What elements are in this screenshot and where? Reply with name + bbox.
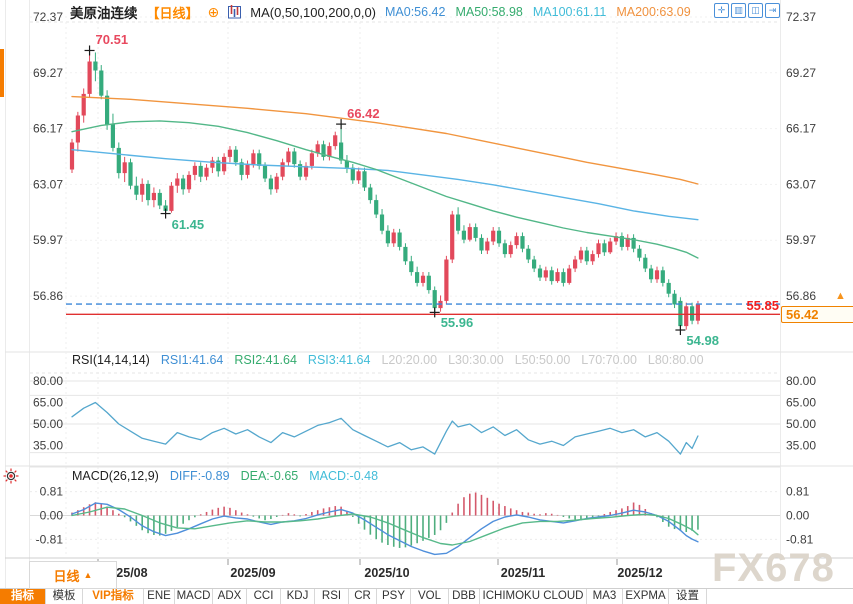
rsi-value-5: L50:50.00 <box>514 353 571 367</box>
toolbar-item-rsi[interactable]: RSI <box>315 589 349 604</box>
svg-text:80.00: 80.00 <box>786 374 816 388</box>
svg-text:0.81: 0.81 <box>786 485 810 499</box>
svg-text:50.00: 50.00 <box>786 417 816 431</box>
svg-text:63.07: 63.07 <box>33 177 63 191</box>
period-tag[interactable]: 【日线】 <box>146 5 199 21</box>
toolbar-item-指标[interactable]: 指标 <box>0 589 46 604</box>
toolbar-item-ene[interactable]: ENE <box>144 589 175 604</box>
toolbar-item-psy[interactable]: PSY <box>377 589 411 604</box>
svg-text:63.07: 63.07 <box>786 177 816 191</box>
symbol-name: 美原油连续 <box>70 6 138 21</box>
price-annotation: 55.96 <box>440 315 474 331</box>
toolbar-item-adx[interactable]: ADX <box>213 589 247 604</box>
rsi-header: RSI(14,14,14) RSI1:41.64 RSI2:41.64 RSI3:4… <box>72 353 704 367</box>
grid-layout-icon[interactable]: ▥ <box>731 3 746 18</box>
svg-text:56.86: 56.86 <box>786 289 816 303</box>
macd-header: MACD(26,12,9) DIFF:-0.89 DEA:-0.65 MACD:-0… <box>72 469 378 483</box>
svg-text:66.17: 66.17 <box>33 122 63 136</box>
svg-text:72.37: 72.37 <box>33 10 63 24</box>
date-label-2025-09: 2025/09 <box>230 566 276 580</box>
svg-text:35.00: 35.00 <box>33 438 63 452</box>
svg-text:-0.81: -0.81 <box>786 532 814 546</box>
rsi-value-2: RSI3:41.64 <box>307 353 371 367</box>
svg-text:59.97: 59.97 <box>786 233 816 247</box>
side-scroll-indicator[interactable] <box>0 49 4 97</box>
svg-text:72.37: 72.37 <box>786 10 816 24</box>
kline-chart-icon <box>228 5 242 19</box>
rsi-value-3: L20:20.00 <box>381 353 438 367</box>
macd-value-0: DIFF:-0.89 <box>169 469 230 483</box>
toolbar-item-cr[interactable]: CR <box>349 589 377 604</box>
date-label-2025-11: 2025/11 <box>500 566 546 580</box>
svg-text:59.97: 59.97 <box>33 233 63 247</box>
toolbar-item-ichimoku-cloud[interactable]: ICHIMOKU CLOUD <box>480 589 587 604</box>
svg-text:66.17: 66.17 <box>786 122 816 136</box>
ma-value-2: MA100:61.11 <box>532 5 607 19</box>
window-left-border <box>5 0 6 604</box>
toolbar-item-设置[interactable]: 设置 <box>669 589 707 604</box>
chart-header: 美原油连续 【日线】 ⊕ MA(0,50,100,200,0,0) MA0:56… <box>70 3 691 22</box>
toolbar-item-dbb[interactable]: DBB <box>449 589 480 604</box>
toolbar-item-模板[interactable]: 模板 <box>46 589 83 604</box>
toolbar-item-expma[interactable]: EXPMA <box>623 589 669 604</box>
price-annotation: 66.42 <box>347 106 380 122</box>
rsi-value-1: RSI2:41.64 <box>234 353 297 367</box>
crosshair-tool-icon[interactable]: ✛ <box>714 3 729 18</box>
macd-title[interactable]: MACD(26,12,9) <box>72 469 159 483</box>
svg-text:0.00: 0.00 <box>40 509 64 523</box>
svg-text:-0.81: -0.81 <box>36 532 64 546</box>
toolbar-item-cci[interactable]: CCI <box>247 589 281 604</box>
scroll-up-arrow-icon[interactable]: ▲ <box>835 290 846 302</box>
rsi-title[interactable]: RSI(14,14,14) <box>72 353 150 367</box>
ma-value-1: MA50:58.98 <box>455 5 523 19</box>
macd-value-2: MACD:-0.48 <box>309 469 379 483</box>
toolbar-item-ma3[interactable]: MA3 <box>587 589 623 604</box>
add-compare-icon[interactable]: ⊕ <box>207 4 220 20</box>
date-label-2025-10: 2025/10 <box>364 566 410 580</box>
svg-text:65.00: 65.00 <box>786 395 816 409</box>
ma-values: MA0:56.42 MA50:58.98 MA100:61.11 MA200:63.0… <box>385 5 691 19</box>
rsi-value-0: RSI1:41.64 <box>160 353 224 367</box>
svg-text:50.00: 50.00 <box>33 417 63 431</box>
rsi-value-4: L30:30.00 <box>448 353 504 367</box>
current-price-box: 56.42 <box>781 306 853 323</box>
rsi-value-6: L70:70.00 <box>581 353 637 367</box>
toolbar-item-vip指标[interactable]: VIP指标 <box>83 589 144 604</box>
period-selector-label: 日线 <box>53 568 80 584</box>
svg-text:0.00: 0.00 <box>786 509 810 523</box>
price-annotation: 70.51 <box>95 32 129 48</box>
pop-out-icon[interactable]: ⇥ <box>765 3 780 18</box>
toolbar-item-vol[interactable]: VOL <box>411 589 449 604</box>
alert-price-label: 55.85 <box>746 298 779 313</box>
header-tool-icons: ✛ ▥ ◫ ⇥ <box>714 3 780 18</box>
ma-value-0: MA0:56.42 <box>385 5 446 19</box>
svg-text:69.27: 69.27 <box>786 66 816 80</box>
macd-value-1: DEA:-0.65 <box>240 469 299 483</box>
toolbar-item-kdj[interactable]: KDJ <box>281 589 315 604</box>
period-selector-arrow-icon: ▲ <box>83 570 93 580</box>
ma-value-3: MA200:63.09 <box>616 5 691 19</box>
chart-style-icon[interactable]: ◫ <box>748 3 763 18</box>
svg-text:65.00: 65.00 <box>33 395 63 409</box>
period-selector[interactable]: 日线 ▲ <box>29 561 117 589</box>
date-label-2025-12: 2025/12 <box>617 566 663 580</box>
toolbar-item-macd[interactable]: MACD <box>175 589 213 604</box>
svg-text:0.81: 0.81 <box>40 485 64 499</box>
rsi-value-7: L80:80.00 <box>647 353 704 367</box>
svg-text:80.00: 80.00 <box>33 374 63 388</box>
price-annotation: 61.45 <box>171 216 205 232</box>
axis-right-divider <box>780 0 781 558</box>
axis-left-divider <box>29 0 30 588</box>
svg-text:35.00: 35.00 <box>786 438 816 452</box>
price-annotation: 54.98 <box>686 333 719 349</box>
live-quote-icon[interactable] <box>3 468 19 489</box>
ma-formula[interactable]: MA(0,50,100,200,0,0) <box>250 4 376 20</box>
svg-text:56.86: 56.86 <box>33 289 63 303</box>
indicator-toolbar: 指标 模板 VIP指标 ENE MACD ADX CCI KDJ RSI CR PSY VOL DBB I… <box>0 588 853 604</box>
svg-text:69.27: 69.27 <box>33 66 63 80</box>
